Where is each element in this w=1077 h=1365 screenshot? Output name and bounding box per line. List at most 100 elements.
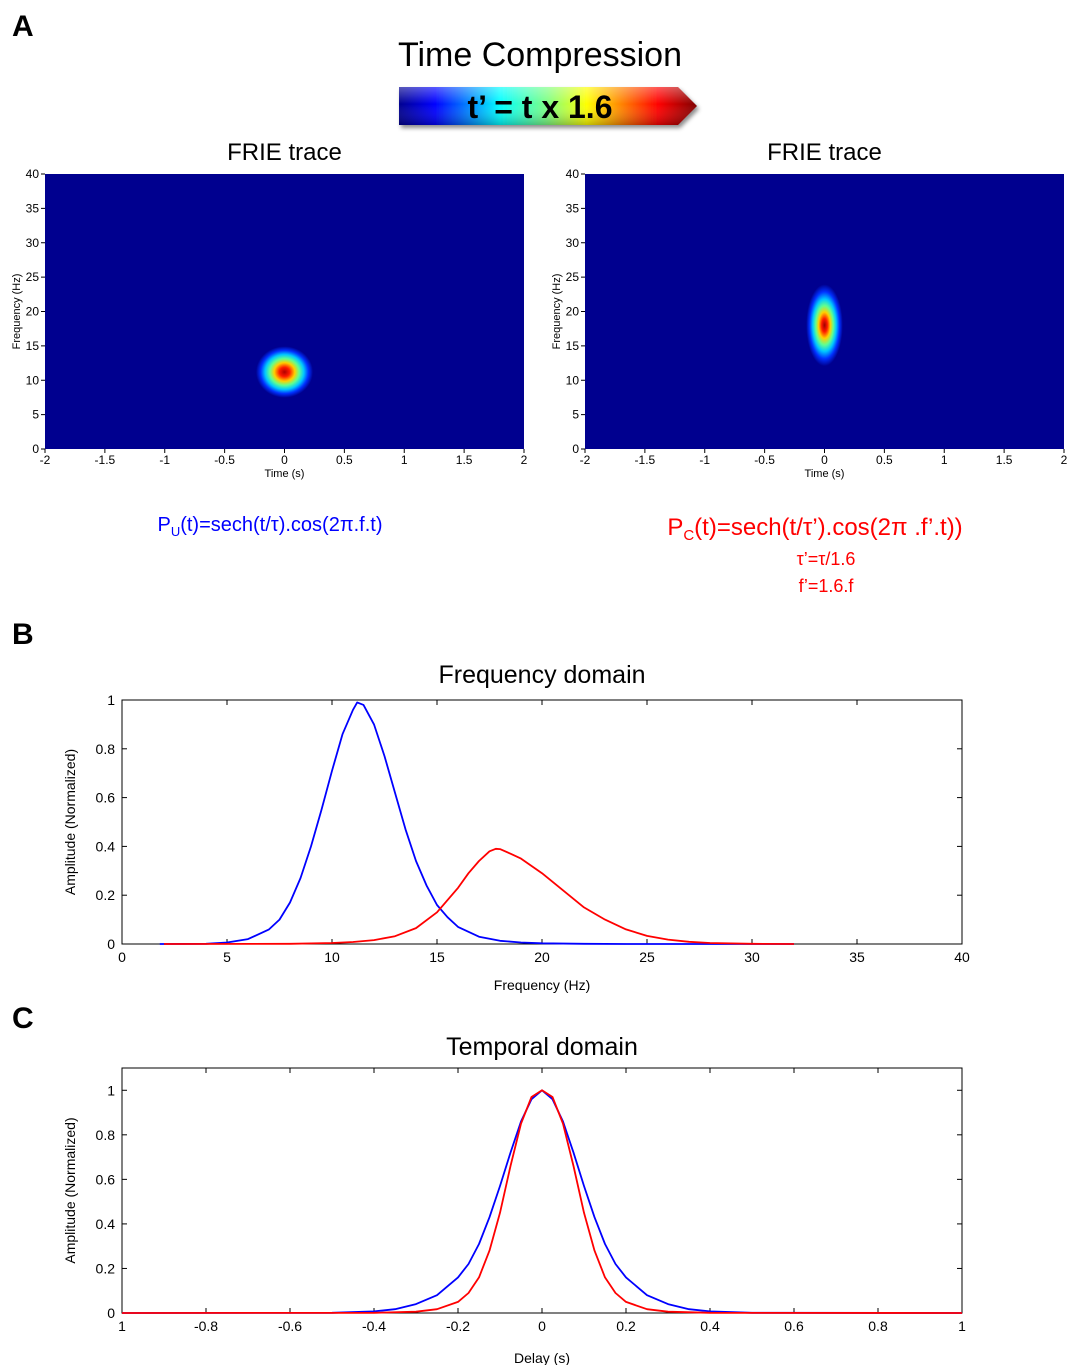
y-tick-label: 0.4: [96, 838, 116, 854]
heatmap-x-tick-label: -0.5: [754, 453, 775, 467]
x-tick-label: 0.4: [700, 1318, 720, 1334]
x-tick-label: 40: [954, 949, 970, 965]
temporal-domain-plot: Temporal domain 1 -0.8 -0.6 -0.4 -0.2 0 0.2 0.4 0…: [62, 1033, 966, 1365]
heatmap-x-tick-label: 1: [941, 453, 948, 467]
y-tick-label: 0.8: [96, 741, 116, 757]
x-tick-label: -0.4: [362, 1318, 386, 1334]
heatmap-y-tick-label: 25: [566, 270, 580, 284]
y-tick-label: 0.6: [96, 1171, 116, 1187]
heatmap-x-tick-label: 0: [821, 453, 828, 467]
formula-uncompressed-sub: U: [171, 524, 180, 539]
x-axis-label: Delay (s): [514, 1350, 570, 1365]
heatmap-peak-blob: [255, 346, 314, 398]
y-axis-label: Amplitude (Normalized): [62, 1117, 78, 1263]
x-tick-label: 0: [538, 1318, 546, 1334]
y-axis-label: Amplitude (Normalized): [62, 749, 78, 895]
heatmap-x-tick-label: 2: [1061, 453, 1068, 467]
x-tick-label: 0.8: [868, 1318, 888, 1334]
heatmap-x-tick-label: -0.5: [214, 453, 235, 467]
panel-letter-b: B: [12, 618, 34, 651]
heatmap-x-tick-label: -2: [40, 453, 51, 467]
heatmap-x-tick-label: -1: [159, 453, 170, 467]
heatmap-y-tick-label: 0: [572, 442, 579, 456]
heatmap-title: FRIE trace: [767, 139, 882, 166]
y-tick-label: 0: [107, 936, 115, 952]
heatmap-x-tick-label: 0.5: [336, 453, 353, 467]
formula-compressed-sub: C: [683, 527, 694, 544]
formula-tau-relation: τ’=τ/1.6: [797, 549, 856, 569]
formula-compressed: PC(t)=sech(t/τ’).cos(2π .f’.t)): [667, 514, 962, 544]
compression-arrow-shine: [399, 87, 697, 125]
heatmap-y-axis-label: Frequency (Hz): [11, 274, 23, 350]
x-tick-label: 15: [429, 949, 445, 965]
x-tick-label: 10: [324, 949, 340, 965]
heatmap-x-tick-label: 0: [281, 453, 288, 467]
heatmap-peak-blob: [806, 284, 843, 367]
series-line-0: [159, 701, 794, 945]
x-tick-label: 0.2: [616, 1318, 636, 1334]
x-axis-label: Frequency (Hz): [494, 977, 590, 993]
heatmap-x-tick-label: 1.5: [996, 453, 1013, 467]
compression-arrow: t’ = t x 1.6: [399, 87, 697, 125]
formula-uncompressed: PU(t)=sech(t/τ).cos(2π.f.t): [157, 514, 382, 539]
x-tick-label: -0.6: [278, 1318, 302, 1334]
x-tick-label: 25: [639, 949, 655, 965]
frie-trace-compressed: FRIE trace-2 -1.5 -1 -0.5 0 0.5 1 1.5 2051015202…: [551, 139, 1068, 480]
x-tick-label: -0.8: [194, 1318, 218, 1334]
plot-frame: [121, 699, 963, 945]
heatmap-y-tick-label: 35: [26, 201, 40, 215]
y-tick-label: 0.6: [96, 790, 116, 806]
heatmap-y-tick-label: 30: [566, 236, 580, 250]
y-tick-label: 0.8: [96, 1127, 116, 1143]
x-tick-label: 0: [118, 949, 126, 965]
y-tick-label: 0: [107, 1305, 115, 1321]
x-tick-label: 20: [534, 949, 550, 965]
x-tick-label: 35: [849, 949, 865, 965]
plot-title: Temporal domain: [446, 1033, 638, 1061]
heatmap-background: [45, 174, 524, 449]
heatmap-title: FRIE trace: [227, 139, 342, 166]
formula-f-relation: f’=1.6.f: [799, 576, 855, 596]
formula-compressed-p: P: [667, 514, 683, 541]
panel-letter-a: A: [12, 10, 34, 43]
x-tick-label: 0.6: [784, 1318, 804, 1334]
heatmap-y-tick-label: 40: [566, 167, 580, 181]
figure-title: Time Compression: [398, 36, 682, 74]
heatmap-x-tick-label: 1: [401, 453, 408, 467]
heatmap-y-tick-label: 15: [566, 339, 580, 353]
x-tick-label: 1: [118, 1318, 126, 1334]
formula-uncompressed-p: P: [157, 514, 170, 536]
heatmap-x-tick-label: 0.5: [876, 453, 893, 467]
heatmap-y-tick-label: 25: [26, 270, 40, 284]
series-line-1: [121, 1089, 963, 1314]
x-tick-label: 1: [958, 1318, 966, 1334]
heatmap-y-tick-label: 5: [572, 408, 579, 422]
panel-letter-c: C: [12, 1002, 34, 1035]
heatmap-x-tick-label: -2: [580, 453, 591, 467]
plot-frame: [121, 1067, 963, 1314]
heatmap-y-tick-label: 20: [26, 305, 40, 319]
formula-compressed-rest: (t)=sech(t/τ’).cos(2π .f’.t)): [694, 514, 963, 541]
compression-arrow-label: t’ = t x 1.6: [468, 89, 613, 125]
heatmap-y-tick-label: 30: [26, 236, 40, 250]
heatmap-x-tick-label: -1.5: [95, 453, 116, 467]
series-line-1: [163, 847, 795, 945]
heatmap-y-axis-label: Frequency (Hz): [551, 274, 563, 350]
frequency-domain-plot: Frequency domain 0 5 10 15 20 25 30 35 40 0 0.2 0.4 0…: [62, 661, 970, 993]
heatmap-y-tick-label: 20: [566, 305, 580, 319]
heatmap-y-tick-label: 0: [32, 442, 39, 456]
formula-uncompressed-rest: (t)=sech(t/τ).cos(2π.f.t): [180, 514, 382, 536]
y-tick-label: 1: [107, 692, 115, 708]
heatmap-x-tick-label: -1: [699, 453, 710, 467]
x-tick-label: 5: [223, 949, 231, 965]
frie-trace-uncompressed: FRIE trace-2 -1.5 -1 -0.5 0 0.5 1 1.5 2051015202…: [11, 139, 528, 480]
heatmap-x-tick-label: 2: [521, 453, 528, 467]
y-tick-label: 0.2: [96, 1260, 116, 1276]
y-tick-label: 0.4: [96, 1216, 116, 1232]
heatmap-x-axis-label: Time (s): [265, 468, 305, 480]
heatmap-y-tick-label: 10: [26, 373, 40, 387]
y-tick-label: 0.2: [96, 887, 116, 903]
heatmap-x-axis-label: Time (s): [805, 468, 845, 480]
heatmap-y-tick-label: 40: [26, 167, 40, 181]
